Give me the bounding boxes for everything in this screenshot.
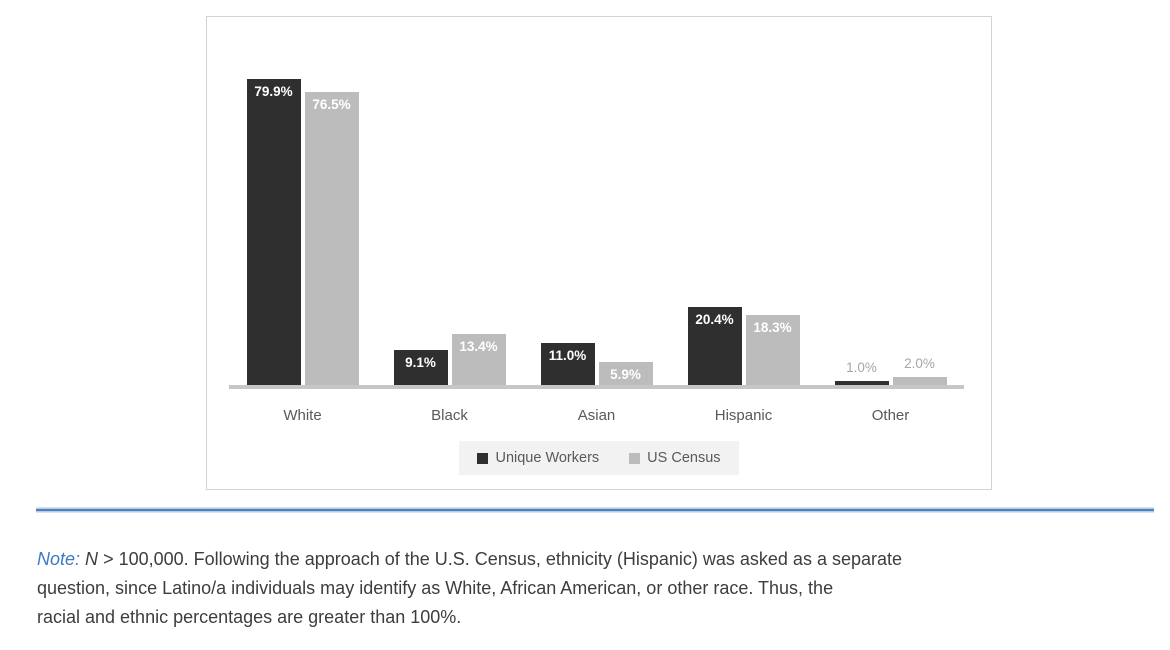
legend: Unique Workers US Census <box>459 441 739 475</box>
category-axis: White Black Asian Hispanic Other <box>229 407 964 424</box>
category-label-white: White <box>283 407 322 424</box>
bar-value-label: 1.0% <box>846 360 877 375</box>
bar-value-label: 5.9% <box>610 367 641 382</box>
bar-asian-us-census: 5.9% <box>598 362 653 385</box>
bar-other-unique-workers: 1.0% <box>834 360 889 385</box>
bar-value-label: 9.1% <box>405 355 436 370</box>
note-line3: racial and ethnic percentages are greate… <box>37 607 462 627</box>
bar-value-label: 20.4% <box>695 312 734 327</box>
bar-group-white: 79.9% 76.5% <box>229 79 376 385</box>
bar-group-asian: 11.0% 5.9% <box>523 343 670 385</box>
note-line2: question, since Latino/a individuals may… <box>37 578 834 598</box>
note-label: Note: <box>37 549 81 569</box>
divider-line <box>36 509 1154 511</box>
bar-group-hispanic: 20.4% 18.3% <box>670 307 817 385</box>
category-label-black: Black <box>431 407 468 424</box>
bar-hispanic-us-census: 18.3% <box>745 315 800 385</box>
bar-value-label: 18.3% <box>753 320 792 335</box>
bar-value-label: 2.0% <box>904 356 935 371</box>
bar-white-us-census: 76.5% <box>304 92 359 385</box>
legend-row: Unique Workers US Census <box>207 441 991 475</box>
bar-value-label: 79.9% <box>254 84 293 99</box>
legend-label: US Census <box>647 450 721 466</box>
bar-value-label: 76.5% <box>312 97 351 112</box>
note-n-symbol: N <box>85 549 99 569</box>
note-line1: > 100,000. Following the approach of the… <box>103 549 903 569</box>
bar-asian-unique-workers: 11.0% <box>540 343 595 385</box>
bar-black-unique-workers: 9.1% <box>393 350 448 385</box>
plot-area: 79.9% 76.5% 9.1% 13.4% 11.0% 5.9% 20.4% 18.3% 1.… <box>229 17 964 389</box>
bar-white-unique-workers: 79.9% <box>246 79 301 385</box>
bar-groups: 79.9% 76.5% 9.1% 13.4% 11.0% 5.9% 20.4% 18.3% 1.… <box>229 17 964 385</box>
legend-label: Unique Workers <box>495 450 600 466</box>
category-label-other: Other <box>871 407 910 424</box>
legend-swatch-icon <box>629 452 641 464</box>
category-label-asian: Asian <box>577 407 616 424</box>
bar-group-other: 1.0% 2.0% <box>817 356 964 385</box>
legend-swatch-icon <box>477 452 489 464</box>
legend-item-unique-workers: Unique Workers <box>477 450 599 466</box>
bar-value-label: 11.0% <box>548 348 587 363</box>
bar-other-us-census: 2.0% <box>892 356 947 385</box>
category-label-hispanic: Hispanic <box>714 407 773 424</box>
note-text: Note: N > 100,000. Following the approac… <box>37 545 1152 632</box>
bar-black-us-census: 13.4% <box>451 334 506 385</box>
bar-group-black: 9.1% 13.4% <box>376 334 523 385</box>
bar-hispanic-unique-workers: 20.4% <box>687 307 742 385</box>
legend-item-us-census: US Census <box>629 450 721 466</box>
chart-card: 79.9% 76.5% 9.1% 13.4% 11.0% 5.9% 20.4% 18.3% 1.… <box>206 16 992 490</box>
bar-value-label: 13.4% <box>459 339 498 354</box>
